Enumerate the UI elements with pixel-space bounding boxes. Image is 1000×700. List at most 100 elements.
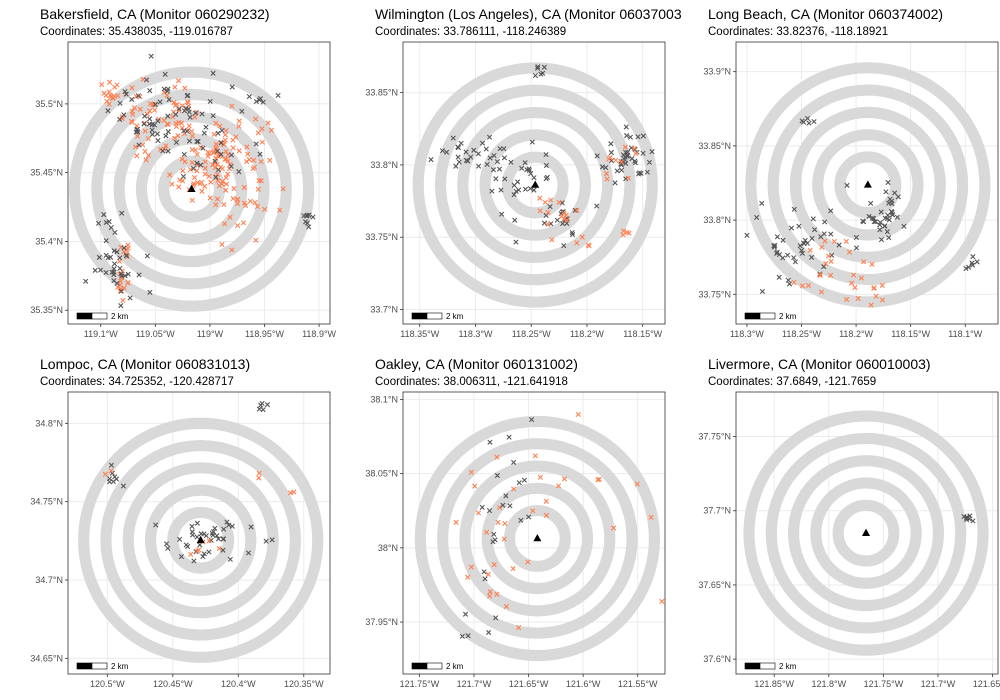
point-marker (256, 470, 262, 476)
point-marker (885, 212, 891, 218)
point-marker (111, 261, 118, 267)
point-marker (974, 259, 980, 265)
point-marker (214, 171, 221, 178)
point-marker (250, 157, 257, 163)
x-tick-label: 118.25°W (512, 329, 551, 339)
point-marker (114, 280, 120, 286)
point-marker (213, 145, 219, 151)
point-marker (465, 633, 471, 639)
point-marker (142, 128, 148, 134)
point-marker (253, 141, 259, 147)
point-marker (801, 119, 807, 125)
point-marker (439, 148, 446, 154)
point-marker (788, 225, 795, 231)
point-marker (211, 131, 217, 138)
point-marker (796, 223, 802, 229)
point-marker (175, 78, 182, 84)
point-marker (564, 217, 570, 223)
monitor-marker (187, 184, 196, 192)
point-marker (197, 181, 203, 187)
point-marker (202, 159, 208, 165)
point-marker (516, 480, 522, 486)
point-marker (230, 195, 236, 202)
point-layer (453, 411, 665, 639)
point-marker (554, 217, 560, 223)
point-marker (522, 186, 529, 192)
point-marker (805, 282, 812, 289)
buffer-ring (479, 129, 591, 241)
point-marker (247, 198, 254, 204)
point-marker (618, 159, 625, 165)
point-marker (189, 529, 195, 535)
point-marker (228, 152, 235, 158)
point-marker (450, 135, 456, 141)
point-marker (611, 525, 617, 531)
point-marker (878, 209, 884, 215)
point-marker (821, 264, 827, 270)
point-marker (179, 178, 186, 184)
point-marker (759, 288, 766, 295)
point-marker (176, 184, 182, 190)
point-marker (508, 159, 514, 165)
point-marker (259, 126, 265, 132)
point-marker (886, 235, 892, 241)
point-marker (189, 523, 195, 529)
point-marker (236, 123, 242, 129)
point-marker (199, 111, 205, 117)
point-marker (468, 154, 474, 160)
point-marker (486, 134, 493, 140)
scale-bar: 2 km (76, 662, 129, 671)
point-marker (215, 536, 222, 542)
point-marker (575, 411, 581, 418)
point-marker (823, 261, 829, 267)
point-marker (245, 151, 251, 157)
monitor-marker (863, 180, 872, 188)
point-marker (886, 200, 892, 206)
buffer-ring (414, 415, 660, 662)
point-marker (459, 633, 465, 639)
point-marker (494, 591, 500, 597)
y-tick-label: 33.8°N (703, 215, 731, 225)
point-marker (965, 264, 972, 270)
point-layer (961, 513, 976, 524)
point-marker (264, 402, 271, 408)
point-marker (633, 151, 639, 157)
point-marker (256, 475, 262, 481)
point-marker (129, 85, 135, 91)
point-marker (529, 416, 535, 423)
point-marker (191, 558, 197, 564)
point-marker (184, 93, 190, 99)
point-marker (230, 145, 236, 151)
x-tick-label: 121.6°W (566, 679, 601, 689)
panel-coordinates: Coordinates: 37.6849, -121.7659 (708, 376, 877, 388)
point-marker (791, 206, 797, 212)
scale-bar-label: 2 km (111, 312, 129, 321)
scale-bar: 2 km (411, 662, 464, 671)
point-marker (260, 99, 266, 105)
point-marker (476, 163, 482, 169)
plot-border (67, 391, 331, 675)
y-tick-label: 33.85°N (365, 88, 398, 98)
panel-coordinates: Coordinates: 33.786111, -118.246389 (375, 26, 567, 38)
scale-bar-black (411, 662, 428, 670)
y-tick-label: 33.85°N (698, 141, 731, 151)
point-marker (239, 108, 245, 114)
point-marker (206, 538, 212, 544)
point-marker (95, 220, 102, 226)
point-marker (119, 210, 125, 216)
map-plot-lompoc: 120.5°W 120.45°W 120.4°W 120.35°W 34.65°N 34.… (30, 391, 331, 689)
point-marker (535, 64, 541, 70)
scale-bar: 2 km (411, 312, 464, 321)
point-marker (526, 166, 532, 172)
point-marker (501, 146, 507, 152)
x-tick-label: 120.45°W (153, 679, 193, 689)
scale-bar-white (759, 662, 776, 670)
point-marker (257, 151, 263, 157)
point-marker (498, 187, 504, 193)
point-marker (883, 189, 889, 195)
point-marker (226, 522, 232, 528)
x-tick-label: 121.8°W (811, 679, 846, 689)
point-marker (217, 123, 223, 129)
buffer-ring (810, 477, 922, 589)
point-marker (822, 219, 828, 225)
